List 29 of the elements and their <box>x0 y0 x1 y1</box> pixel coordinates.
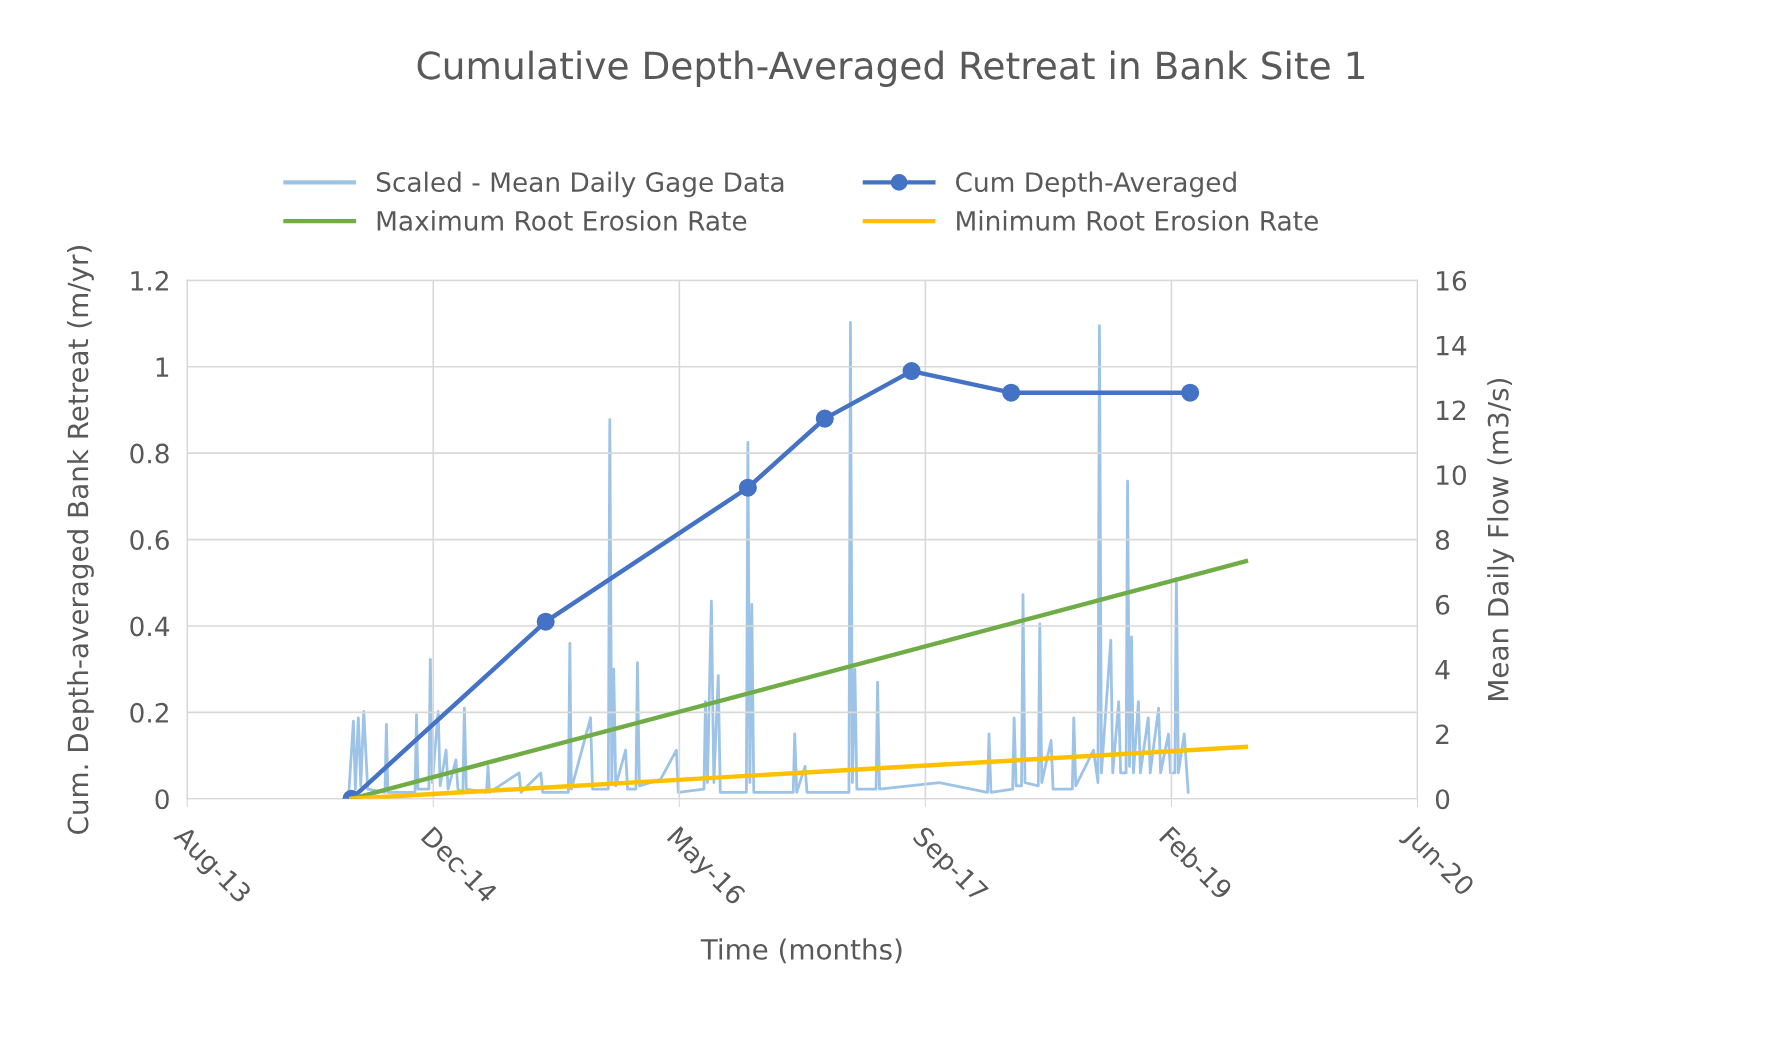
legend-label: Minimum Root Erosion Rate <box>957 210 1318 231</box>
y-tick-label: 0.6 <box>130 530 169 550</box>
y-axis-title: Cum. Depth-averaged Bank Retreat (m/yr) <box>66 246 94 834</box>
point <box>1002 383 1021 402</box>
y2-tick-label: 0 <box>1435 789 1450 810</box>
x-axis-title: Time (months) <box>700 938 902 964</box>
y2-tick-label: 2 <box>1436 724 1449 745</box>
y-tick-label: 1.2 <box>131 270 168 291</box>
chart-title: Cumulative Depth-Averaged Retreat in Bank Site 1 <box>417 50 1365 87</box>
y2-tick-label: 16 <box>1437 270 1467 291</box>
legend-label: Cum Depth-Averaged <box>956 171 1236 198</box>
y2-tick-label: 12 <box>1437 400 1466 420</box>
legend-label: Maximum Root Erosion Rate <box>377 210 747 231</box>
y2-axis-title: Mean Daily Flow (m3/s) <box>1487 378 1515 700</box>
y2-tick-label: 10 <box>1437 465 1466 486</box>
point <box>902 362 921 381</box>
legend-label: Scaled - Mean Daily Gage Data <box>376 171 784 198</box>
y-tick-label: 0 <box>155 789 169 810</box>
point <box>738 478 757 497</box>
y-tick-label: 0.4 <box>130 616 170 637</box>
y2-tick-label: 4 <box>1435 659 1450 680</box>
y2-tick-label: 6 <box>1435 594 1450 615</box>
y-tick-label: 0.8 <box>130 443 169 464</box>
point <box>815 409 834 428</box>
y-tick-label: 0.2 <box>130 702 168 723</box>
y-tick-label: 1 <box>156 357 169 377</box>
y2-tick-label: 14 <box>1437 335 1467 356</box>
y2-tick-label: 8 <box>1435 530 1450 550</box>
point <box>1181 383 1200 402</box>
